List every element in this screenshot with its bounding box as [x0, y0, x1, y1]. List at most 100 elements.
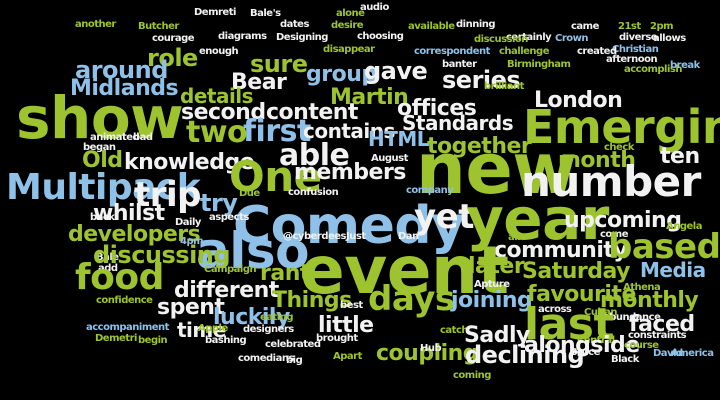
word-cloud-word: members — [294, 160, 406, 185]
word-cloud-word: eating — [260, 312, 294, 323]
word-cloud-word: two — [186, 115, 248, 150]
word-cloud-word: abundance — [603, 312, 661, 323]
word-cloud-word: show — [16, 84, 184, 152]
word-cloud-word: One — [229, 152, 322, 201]
word-cloud-word: came — [571, 21, 599, 32]
word-cloud-word: based — [608, 227, 720, 267]
word-cloud-word: Cuban — [584, 307, 617, 318]
word-cloud-word: sure — [250, 50, 308, 78]
word-cloud-word: Bale's — [250, 8, 281, 19]
word-cloud-word: Multipack — [6, 167, 201, 208]
word-cloud-word: Comedy — [233, 196, 465, 256]
word-cloud-word: August — [371, 153, 408, 164]
word-cloud-word: Black — [611, 354, 639, 365]
word-cloud-word: upcoming — [564, 208, 682, 233]
word-cloud-word: alone — [336, 8, 365, 19]
word-cloud-word: choosing — [357, 31, 404, 42]
word-cloud-word: series — [442, 66, 521, 94]
word-cloud-word: Emerging — [523, 100, 720, 154]
word-cloud-word: disappear — [323, 44, 375, 55]
word-cloud-word: began — [83, 142, 116, 153]
word-cloud-word: Demetri — [95, 333, 137, 344]
word-cloud-word: Bruce — [570, 347, 600, 358]
word-cloud-word: role — [147, 44, 198, 72]
word-cloud-word: Crown — [555, 33, 589, 44]
word-cloud-word: trip — [134, 175, 202, 215]
word-cloud-word: enough — [199, 46, 239, 57]
word-cloud-word: discussing — [93, 241, 231, 269]
word-cloud-word: little — [318, 313, 374, 338]
word-cloud-word: bashing — [205, 335, 247, 346]
word-cloud-word: knowledge — [124, 150, 255, 175]
word-cloud-word: food — [75, 257, 164, 298]
word-cloud-word: Saturday — [522, 259, 630, 284]
word-cloud-word: allows — [653, 33, 686, 44]
word-cloud-word: discussion — [474, 34, 528, 45]
word-cloud-word: Things — [272, 288, 352, 313]
word-cloud-word: dinning — [456, 19, 496, 30]
word-cloud-word: content — [266, 100, 358, 125]
word-cloud-word: accomplish — [624, 64, 682, 75]
word-cloud-word: Dan — [398, 231, 419, 242]
word-cloud-word: group — [306, 62, 377, 87]
word-cloud-word: desire — [331, 20, 364, 31]
word-cloud-word: check — [604, 142, 634, 153]
word-cloud-word: 2pm — [650, 21, 674, 32]
word-cloud-word: Central — [577, 335, 615, 346]
word-cloud-word: favourite — [527, 282, 636, 307]
word-cloud-word: Apple — [198, 323, 228, 334]
word-cloud-word: correspondent — [414, 46, 490, 57]
word-cloud-word: challenge — [499, 46, 550, 57]
word-cloud-word: rant — [260, 261, 310, 286]
word-cloud-word: Angela — [666, 221, 702, 232]
word-cloud-word: number — [521, 157, 701, 206]
word-cloud-word: America — [671, 348, 714, 359]
word-cloud-word: alongside — [524, 333, 640, 358]
word-cloud-word: Apture — [474, 279, 510, 290]
word-cloud-word: Standards — [402, 111, 514, 135]
word-cloud-word: Sadly — [464, 323, 530, 348]
word-cloud-word: year — [466, 185, 609, 253]
word-cloud-word: details — [180, 84, 254, 108]
word-cloud-word: big — [286, 355, 303, 366]
word-cloud-word: Hub — [420, 343, 442, 354]
word-cloud-word: Bale — [96, 252, 119, 263]
word-cloud-word: later — [468, 254, 525, 279]
word-cloud-word: 4pm — [180, 236, 204, 247]
word-cloud-word: offices — [397, 96, 477, 121]
word-cloud-word: certainly — [506, 32, 552, 43]
word-cloud-word: best — [340, 300, 363, 311]
word-cloud-word: banter — [442, 59, 477, 70]
word-cloud-word: coming — [453, 370, 491, 381]
word-cloud-word: monthly — [600, 288, 699, 313]
word-cloud-word: faced — [629, 312, 695, 337]
word-cloud-word: brilliant — [484, 81, 524, 92]
word-cloud-word: developers — [68, 222, 201, 247]
word-cloud-word: course — [624, 340, 659, 351]
word-cloud-word: break — [670, 60, 700, 71]
word-cloud-word: Martin — [330, 85, 409, 110]
word-cloud-word: Media — [640, 258, 706, 282]
word-cloud-word: declining — [465, 341, 585, 369]
word-cloud-word: yet — [414, 197, 474, 237]
word-cloud-word: come — [600, 229, 629, 240]
word-cloud-word: last — [524, 299, 615, 350]
word-cloud-word: gave — [364, 57, 428, 85]
word-cloud-word: also — [196, 222, 310, 280]
word-cloud-word: time — [177, 318, 226, 342]
word-cloud-word: confidence — [96, 295, 153, 306]
word-cloud-word: constraints — [628, 330, 687, 341]
word-cloud-word: spent — [157, 295, 225, 320]
word-cloud-word: try — [200, 189, 238, 217]
word-cloud-word: another — [75, 19, 116, 30]
word-cloud-word: contains — [303, 119, 395, 143]
word-cloud-word: whilst — [93, 201, 165, 226]
word-cloud-word: animated — [90, 132, 140, 143]
word-cloud-word: dates — [280, 19, 309, 30]
word-cloud-word: Christian — [612, 44, 659, 55]
word-cloud-word: Bear — [231, 70, 287, 95]
word-cloud-word: month — [558, 148, 636, 173]
word-cloud-word: Daily — [175, 217, 201, 228]
word-cloud-word: Apart — [333, 351, 362, 362]
